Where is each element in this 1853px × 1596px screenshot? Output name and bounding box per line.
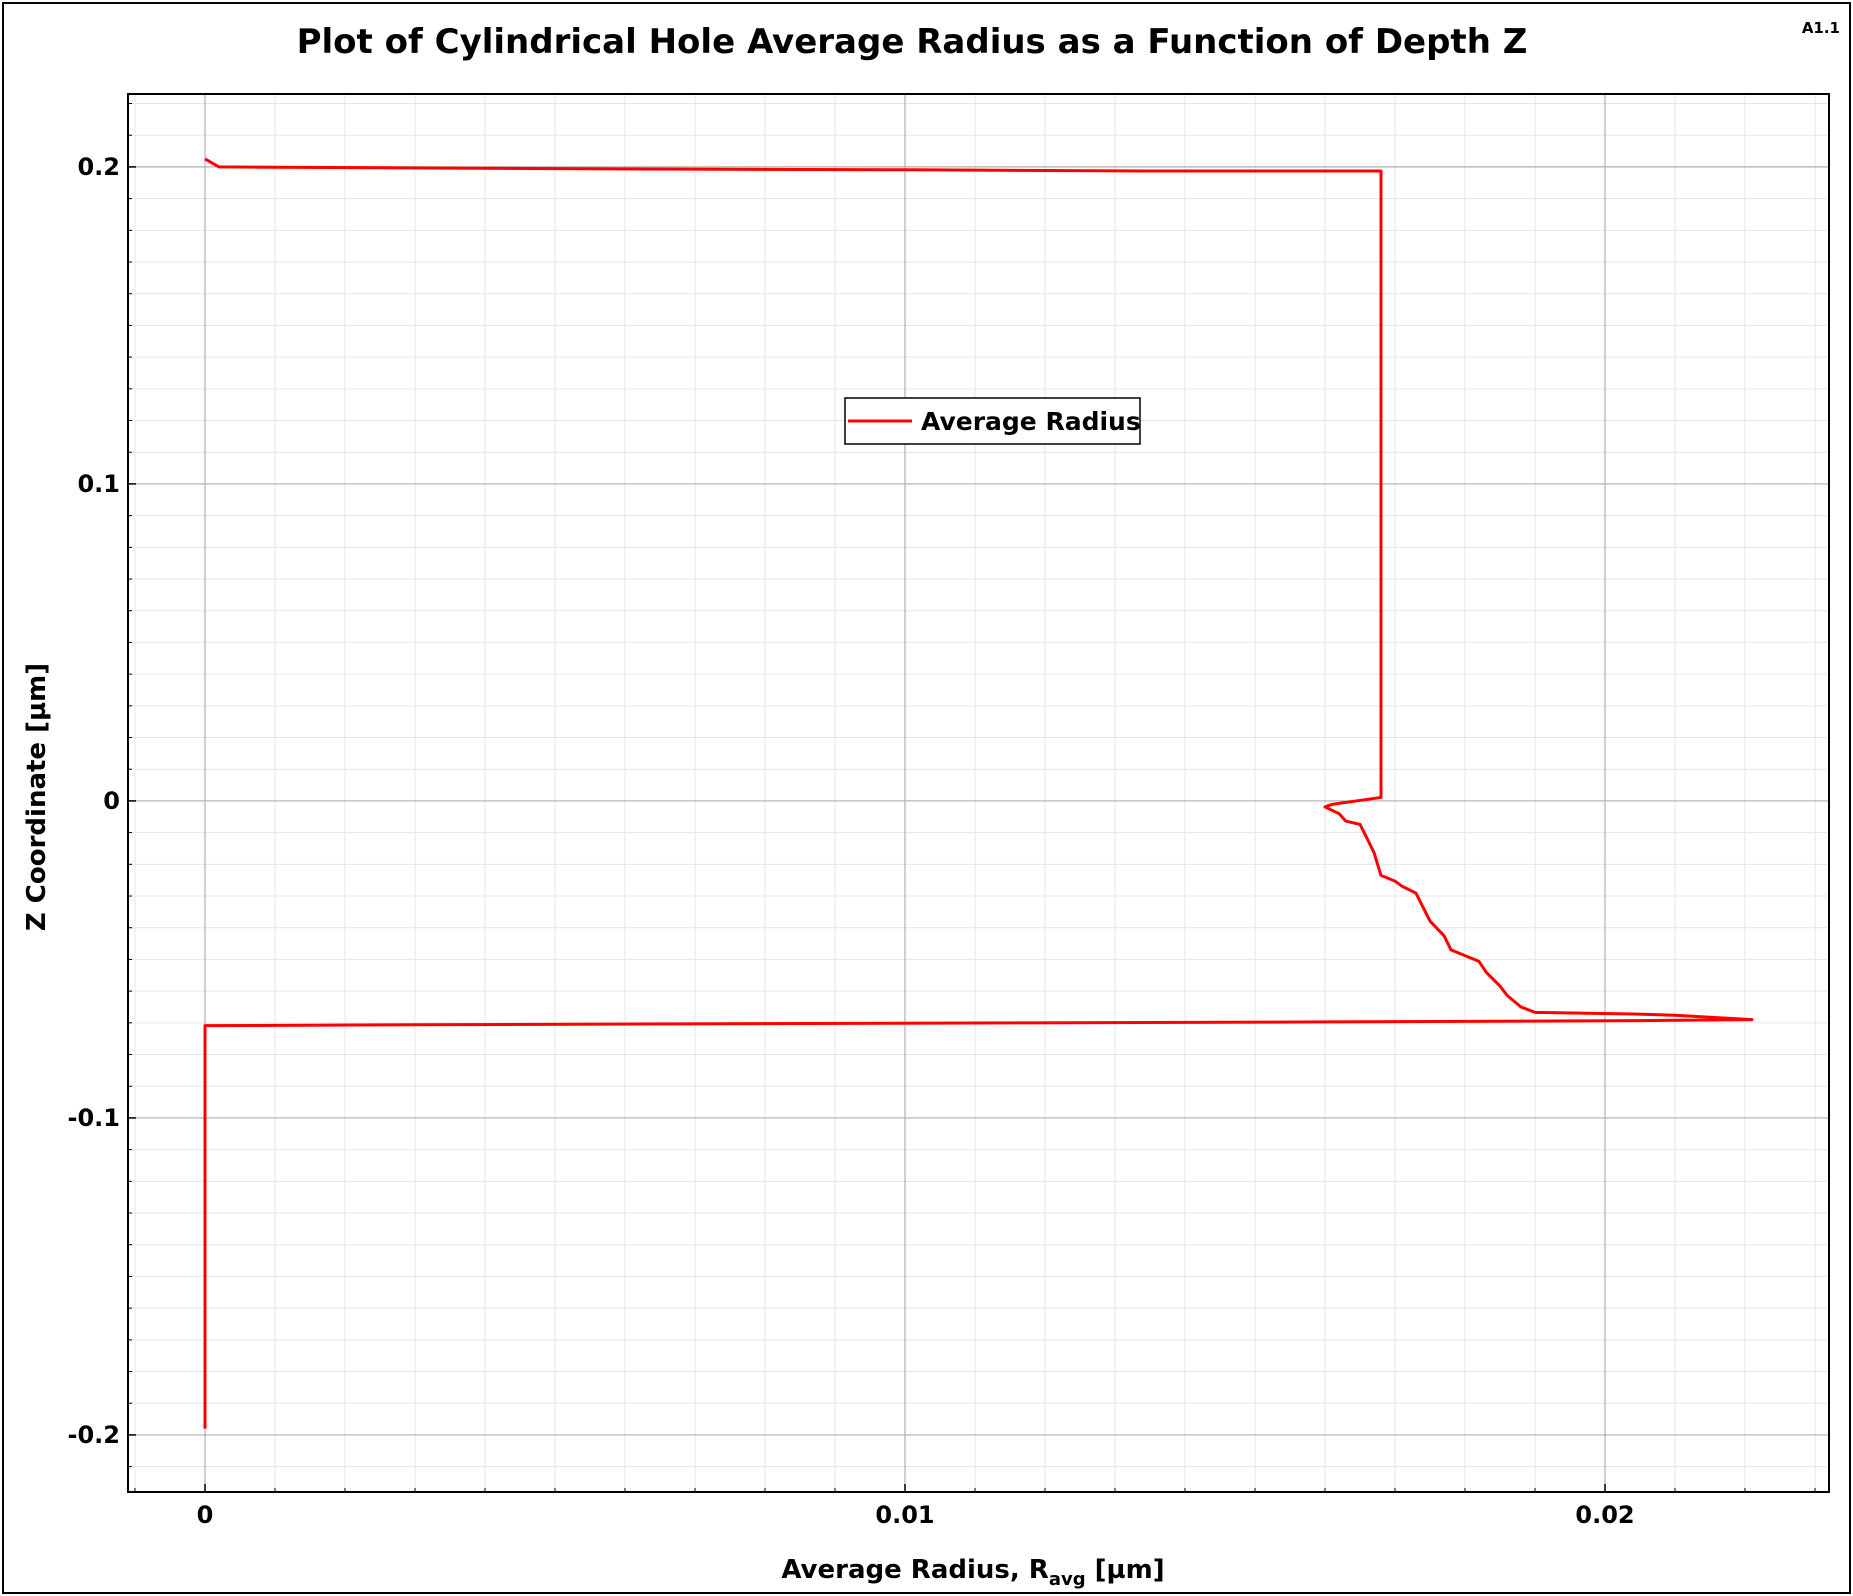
x-tick-label: 0.01 [875,1501,934,1529]
x-axis-label: Average Radius, Ravg [µm] [781,1555,1164,1590]
y-tick-label: 0.1 [77,470,120,498]
x-axis-label-subscript: avg [1049,1569,1086,1590]
x-axis-label-main: Average Radius, R [781,1555,1048,1585]
y-tick-label: 0 [103,787,120,815]
minor-grid [128,94,1829,1492]
series-line-average-radius [203,157,1754,1429]
plot-area [128,94,1829,1492]
x-axis-ticks: 0 0.01 0.02 [134,1484,1816,1529]
y-tick-label: 0.2 [77,153,120,181]
chart-title: Plot of Cylindrical Hole Average Radius … [297,22,1528,62]
series-layer [203,157,1754,1429]
legend-label: Average Radius [921,407,1141,436]
x-tick-label: 0.02 [1575,1501,1634,1529]
y-tick-label: -0.1 [68,1104,120,1132]
corner-tag: A1.1 [1802,19,1840,37]
y-axis-label: Z Coordinate [µm] [22,663,52,931]
y-axis-ticks: 0.2 0.1 0 -0.1 -0.2 [68,103,136,1468]
x-tick-label: 0 [197,1501,214,1529]
major-grid [128,94,1829,1492]
plot-border [127,93,1830,1493]
x-axis-label-unit: [µm] [1086,1555,1165,1585]
y-tick-label: -0.2 [68,1421,120,1449]
legend: Average Radius [844,397,1141,445]
